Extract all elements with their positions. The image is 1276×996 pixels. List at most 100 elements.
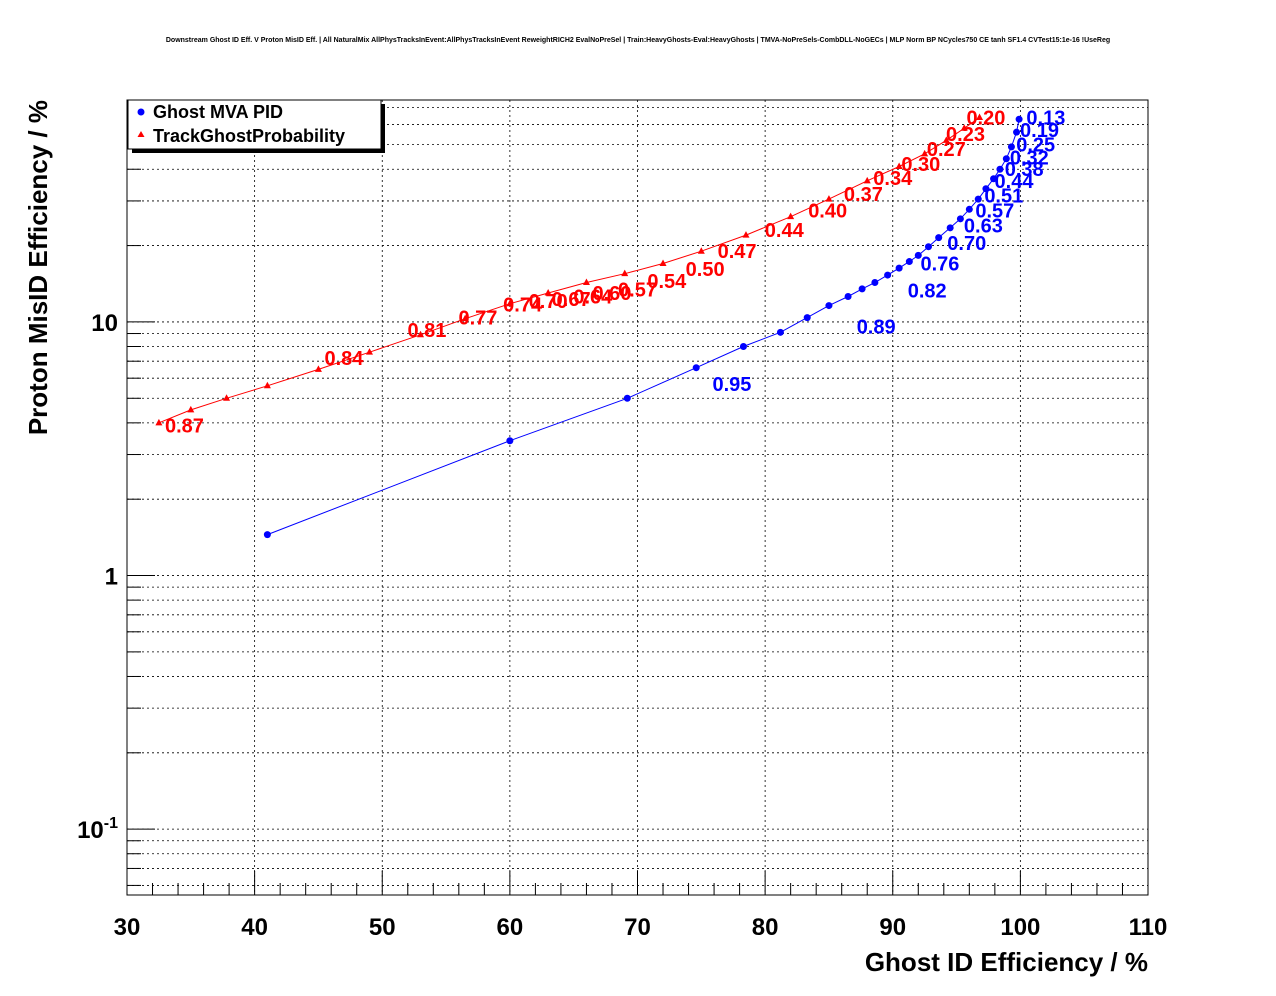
y-tick-base: 10 — [77, 817, 104, 844]
data-point-ghost-mva-pid — [1015, 115, 1023, 123]
plot-frame — [126, 99, 1149, 896]
x-tick-label: 90 — [879, 914, 906, 941]
cut-value-label: 0.54 — [647, 271, 687, 293]
data-point-trackghostprobability — [506, 299, 514, 307]
data-point-trackghostprobability — [365, 348, 373, 355]
data-point-ghost-mva-pid — [996, 165, 1004, 173]
data-point-trackghostprobability — [187, 405, 195, 413]
data-point-trackghostprobability — [155, 418, 163, 426]
series-line-trackghostprobability — [158, 117, 980, 424]
data-point-ghost-mva-pid — [623, 394, 631, 402]
cut-value-label: 0.34 — [873, 168, 913, 190]
data-point-ghost-mva-pid — [506, 437, 514, 445]
cut-value-label: 0.44 — [765, 220, 805, 242]
data-point-ghost-mva-pid — [825, 302, 833, 310]
legend: Ghost MVA PID TrackGhostProbability — [127, 99, 385, 153]
cut-value-label: 0.81 — [407, 320, 446, 342]
data-point-trackghostprobability — [863, 176, 871, 184]
data-point-trackghostprobability — [742, 231, 750, 238]
data-point-ghost-mva-pid — [803, 314, 811, 322]
data-point-ghost-mva-pid — [946, 224, 954, 232]
data-point-trackghostprobability — [921, 149, 929, 157]
x-tick-label: 110 — [1129, 914, 1168, 941]
cut-value-label: 0.57 — [975, 201, 1014, 223]
series-line-ghost-mva-pid — [267, 119, 1020, 536]
data-point-trackghostprobability — [659, 259, 667, 266]
cut-value-label: 0.20 — [966, 107, 1005, 129]
data-point-trackghostprobability — [263, 381, 271, 389]
y-tick-label: 10-1 — [77, 815, 118, 844]
cut-value-label: 0.13 — [1026, 107, 1065, 129]
legend-marker-trackghostprobability — [137, 131, 145, 137]
cut-value-label: 0.67 — [552, 289, 591, 311]
data-point-ghost-mva-pid — [914, 251, 922, 259]
cut-value-label: 0.37 — [844, 184, 883, 206]
data-point-ghost-mva-pid — [895, 264, 903, 272]
data-point-trackghostprobability — [697, 247, 705, 254]
cut-value-label: 0.89 — [857, 316, 896, 338]
cut-value-label: 0.76 — [921, 253, 960, 275]
y-tick-label: 1 — [105, 564, 118, 591]
cut-value-label: 0.38 — [1005, 159, 1044, 181]
data-point-ghost-mva-pid — [990, 175, 998, 183]
data-point-ghost-mva-pid — [884, 271, 892, 279]
data-point-ghost-mva-pid — [956, 215, 964, 223]
data-point-ghost-mva-pid — [982, 185, 990, 193]
data-point-trackghostprobability — [942, 136, 950, 143]
data-point-ghost-mva-pid — [844, 292, 852, 300]
legend-box — [127, 99, 382, 150]
data-point-trackghostprobability — [223, 394, 231, 401]
cut-value-label: 0.51 — [984, 186, 1023, 208]
x-tick-label: 100 — [1000, 914, 1040, 941]
cut-value-label: 0.74 — [503, 295, 543, 317]
cut-value-label: 0.70 — [947, 233, 986, 255]
cut-value-label: 0.77 — [459, 308, 498, 330]
cut-value-label: 0.70 — [529, 291, 568, 313]
cut-value-label: 0.47 — [718, 241, 757, 263]
grid — [127, 100, 1148, 895]
data-point-ghost-mva-pid — [692, 364, 700, 372]
data-point-ghost-mva-pid — [871, 279, 879, 287]
data-point-ghost-mva-pid — [924, 243, 932, 251]
cut-value-label: 0.27 — [927, 139, 966, 161]
cut-value-label: 0.25 — [1016, 135, 1055, 157]
cut-value-label: 0.57 — [618, 280, 657, 302]
cut-value-label: 0.19 — [1020, 120, 1059, 142]
series-layer — [155, 113, 1023, 539]
y-tick-base: 10 — [91, 310, 118, 337]
data-point-trackghostprobability — [960, 124, 968, 131]
data-point-trackghostprobability — [621, 269, 629, 277]
x-tick-label: 50 — [369, 914, 396, 941]
data-point-ghost-mva-pid — [739, 343, 747, 351]
data-point-trackghostprobability — [417, 330, 425, 338]
cut-value-label: 0.44 — [995, 171, 1035, 193]
data-point-trackghostprobability — [976, 113, 984, 120]
data-point-trackghostprobability — [582, 278, 590, 286]
x-tick-labels: 30 40 50 60 70 80 90 100 110 — [114, 914, 1168, 941]
cut-value-label: 0.63 — [964, 216, 1003, 238]
legend-label-trackghostprobability: TrackGhostProbability — [153, 126, 345, 146]
x-tick-label: 30 — [114, 914, 141, 941]
y-axis-title: Proton MisID Efficiency / % — [23, 100, 53, 435]
cut-value-label: 0.30 — [901, 154, 940, 176]
data-point-ghost-mva-pid — [935, 234, 943, 242]
cut-value-label: 0.87 — [165, 416, 204, 438]
data-point-trackghostprobability — [461, 314, 469, 322]
data-point-ghost-mva-pid — [965, 205, 973, 213]
cut-value-label: 0.95 — [712, 374, 751, 396]
x-tick-label: 60 — [497, 914, 524, 941]
data-point-trackghostprobability — [544, 289, 552, 296]
data-point-ghost-mva-pid — [1002, 155, 1010, 163]
data-point-ghost-mva-pid — [858, 285, 866, 293]
data-point-trackghostprobability — [825, 195, 833, 202]
x-axis-title: Ghost ID Efficiency / % — [865, 947, 1148, 977]
data-point-ghost-mva-pid — [1013, 128, 1021, 136]
y-tick-exponent: -1 — [104, 815, 118, 832]
x-tick-label: 70 — [624, 914, 651, 941]
cut-value-label: 0.82 — [908, 281, 947, 303]
x-tick-label: 40 — [241, 914, 268, 941]
cut-value-label: 0.64 — [573, 286, 613, 308]
x-tick-label: 80 — [752, 914, 779, 941]
